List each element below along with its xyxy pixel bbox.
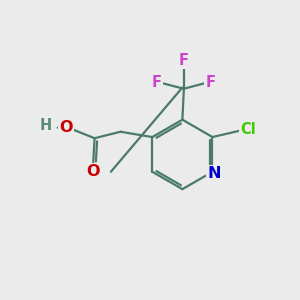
Text: H: H (40, 118, 52, 133)
Text: O: O (59, 119, 73, 134)
Text: F: F (152, 75, 161, 90)
Text: N: N (208, 166, 221, 181)
Text: Cl: Cl (240, 122, 256, 137)
Text: F: F (206, 75, 216, 90)
Text: O: O (86, 164, 99, 179)
Text: F: F (179, 53, 189, 68)
